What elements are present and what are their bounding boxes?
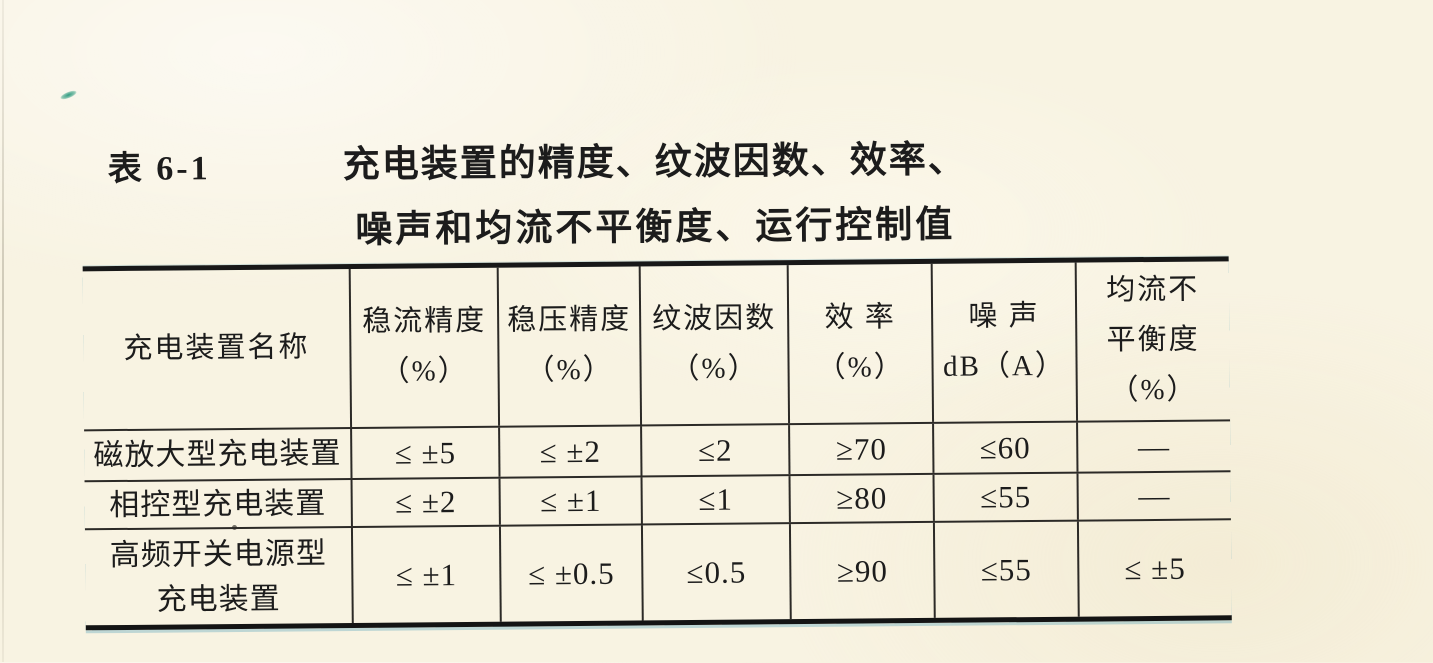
small-ink-dot: [232, 525, 237, 530]
value-cell: —: [1138, 477, 1171, 514]
value-cell: ≤ ±0.5: [500, 525, 644, 622]
table-header-row: 充电装置名称 稳流精度 （%） 稳压精度 （%） 纹波因数 （%） 效 率 （%…: [82, 261, 1231, 432]
value-cell: ≤ ±1: [500, 477, 644, 525]
header-current-sharing-imbalance: 均流不 平衡度 （%）: [1106, 273, 1200, 407]
value-cell: ≤ ±2: [500, 426, 643, 477]
header-efficiency: 效 率 （%）: [788, 263, 935, 424]
value-cell: ≤ ±2: [352, 478, 501, 526]
value-cell: ≤ ±1: [353, 526, 502, 623]
row-name-cell: 相控型充电装置: [84, 479, 354, 529]
table-title-line-2: 噪声和均流不平衡度、运行控制值: [355, 204, 956, 251]
value-cell: ≤60: [934, 422, 1079, 473]
value-cell: ≥70: [789, 423, 935, 475]
header-noise-db: 噪 声 dB（A）: [932, 262, 1078, 422]
row-name-cell: 磁放大型充电装置: [84, 428, 353, 481]
table-title-line-1: 充电装置的精度、纹波因数、效率、: [342, 139, 967, 187]
value-cell: ≤0.5: [643, 524, 792, 621]
value-cell: ≤2: [642, 425, 791, 476]
value-cell: ≤ ±5: [352, 427, 501, 478]
row-name-cell: 高频开关电源型 充电装置: [84, 527, 354, 626]
header-current-stabilization-accuracy: 稳流精度 （%）: [350, 267, 501, 427]
value-cell: ≥90: [790, 522, 937, 620]
charging-device-spec-table: 充电装置名称 稳流精度 （%） 稳压精度 （%） 纹波因数 （%） 效 率 （%…: [82, 256, 1232, 631]
value-cell: ≥80: [790, 474, 936, 523]
header-voltage-stabilization-accuracy: 稳压精度 （%）: [498, 266, 643, 426]
value-cell: ≤1: [642, 476, 791, 524]
value-cell: —: [1137, 428, 1171, 464]
value-cell: ≤ ±5: [1124, 550, 1186, 586]
value-cell: ≤55: [934, 473, 1079, 521]
header-charging-device-name: 充电装置名称: [82, 268, 353, 430]
value-cell: ≤55: [935, 521, 1080, 618]
header-ripple-factor: 纹波因数 （%）: [640, 265, 790, 425]
table-row-high-frequency-switching: 高频开关电源型 充电装置 ≤ ±1 ≤ ±0.5 ≤0.5 ≥90 ≤55 ≤ …: [84, 520, 1232, 626]
scanner-edge-line: [2, 0, 4, 662]
